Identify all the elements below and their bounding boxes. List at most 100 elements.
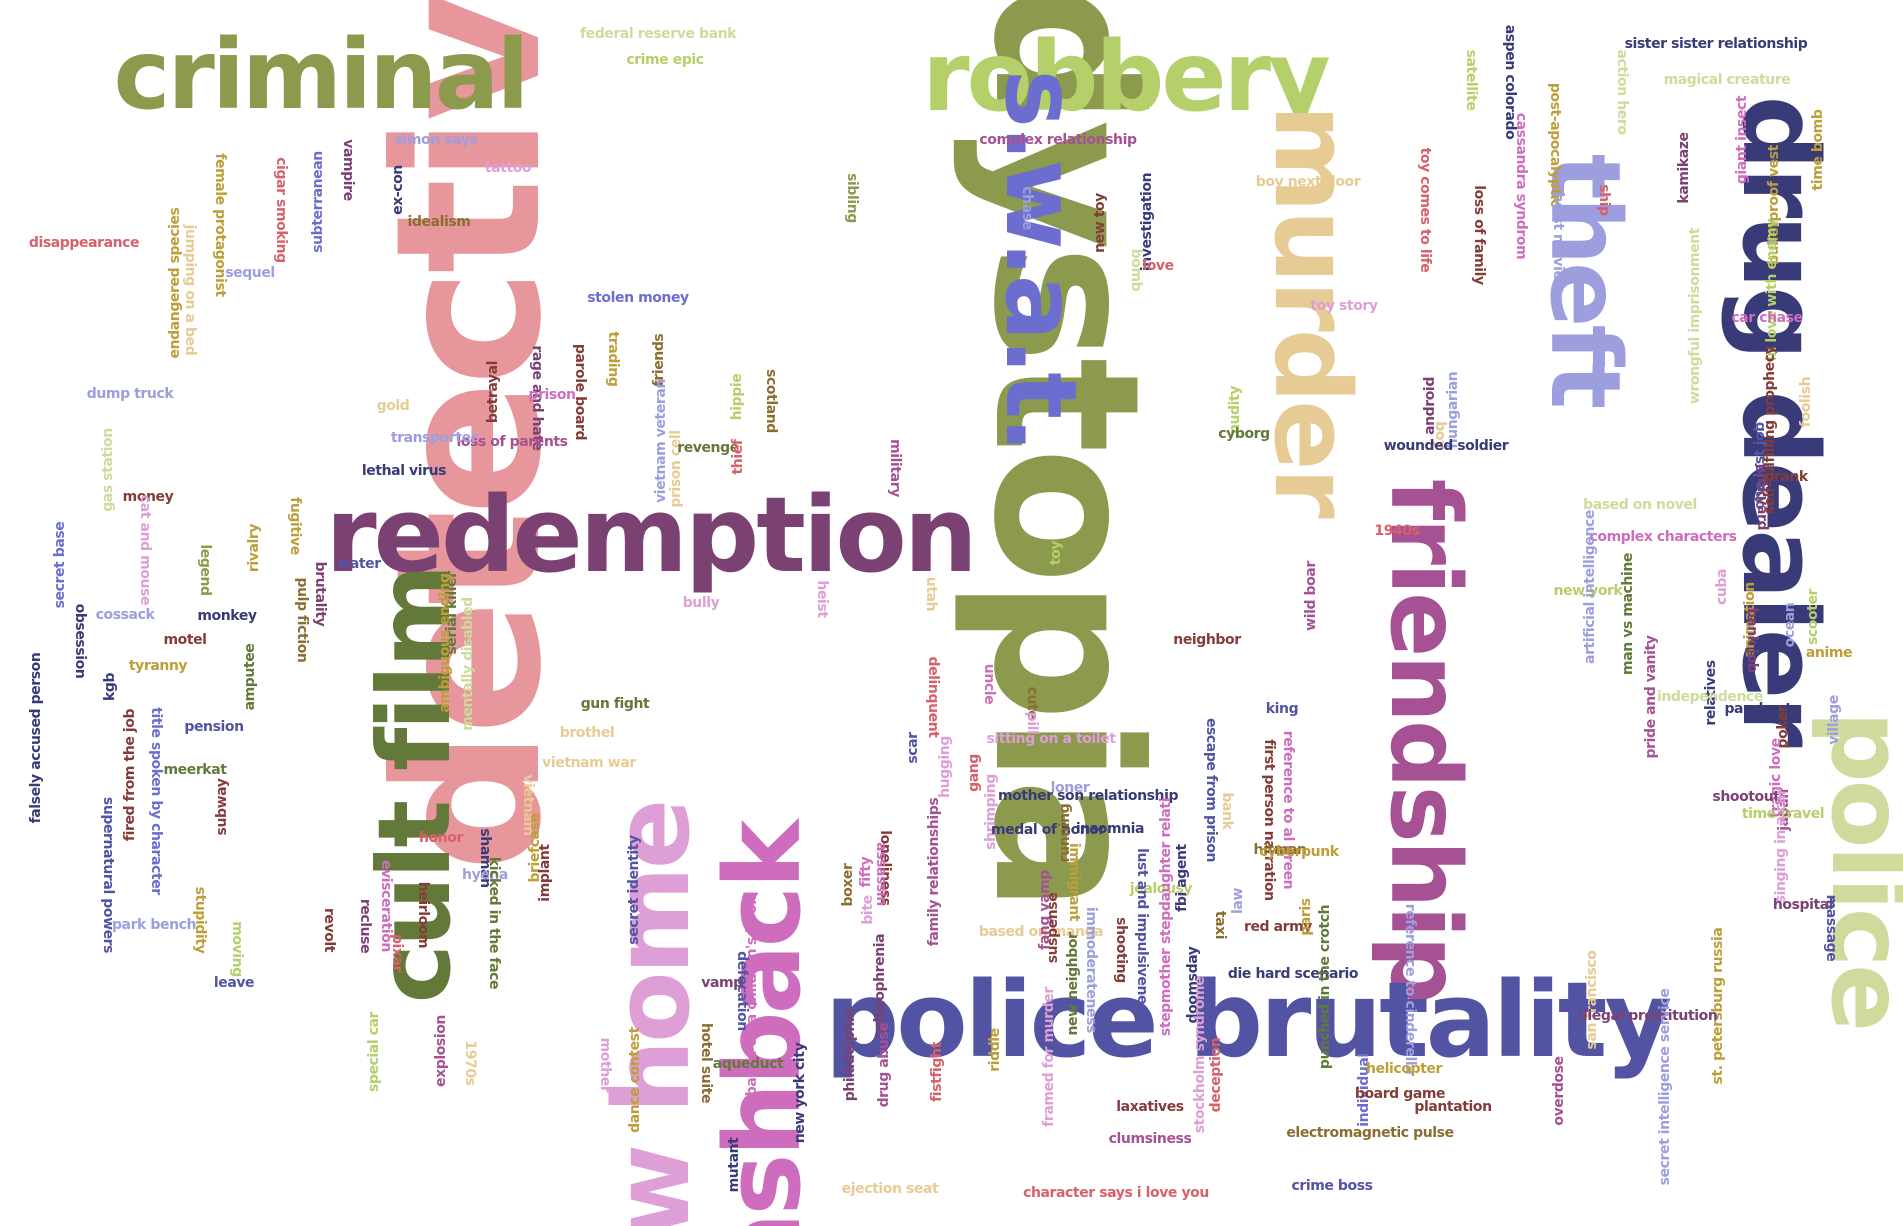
word-insomnia: insomnia	[1075, 821, 1145, 837]
word-federal-reserve-bank: federal reserve bank	[579, 26, 737, 42]
word-tattoo: tattoo	[484, 160, 532, 176]
word-boy-next-door: boy next door	[1255, 174, 1361, 190]
word-park-bench: park bench	[111, 917, 197, 933]
word-stupidity: stupidity	[192, 886, 208, 954]
word-hyena: hyena	[462, 867, 508, 883]
word-rivalry: rivalry	[246, 523, 262, 573]
word-brothel: brothel	[559, 725, 615, 741]
word-gas-station: gas station	[100, 428, 116, 512]
word-bank: bank	[1219, 792, 1235, 830]
word-fistfight: fistfight	[929, 1042, 945, 1102]
word-stockholm-syndrome: stockholm syndrome	[1192, 976, 1208, 1134]
word-heist: heist	[814, 580, 830, 618]
word-hugging: hugging	[937, 736, 953, 798]
word-amputee: amputee	[242, 643, 258, 711]
word-recluse: recluse	[357, 898, 373, 954]
word-1940s: 1940s	[1374, 523, 1420, 539]
word-magical-creature: magical creature	[1663, 72, 1791, 88]
word-mother: mother	[597, 1037, 613, 1093]
word-delinquent: delinquent	[925, 656, 941, 738]
word-ambiguous-ending: ambiguous ending	[437, 573, 453, 713]
word-dance-contest: dance contest	[627, 1027, 643, 1133]
word-giant-insect: giant insect	[1734, 95, 1750, 185]
word-subterranean: subterranean	[310, 151, 326, 253]
word-monkey: monkey	[197, 608, 257, 624]
word-helicopter: helicopter	[1366, 1061, 1442, 1077]
word-obsession: obsession	[72, 603, 88, 679]
word-tyranny: tyranny	[128, 658, 188, 674]
word-love: love	[1142, 258, 1174, 274]
word-transporter: transporter	[390, 430, 478, 446]
word-honor: honor	[419, 830, 463, 846]
word-boxer: boxer	[840, 863, 856, 907]
word-car-chase: car chase	[1731, 310, 1803, 326]
word-shrimping: shrimping	[983, 774, 999, 850]
word-san-francisco: san francisco	[1584, 950, 1600, 1050]
word-new-home: new home	[591, 801, 713, 1226]
word-clumsiness: clumsiness	[1108, 1131, 1192, 1147]
word-dump-truck: dump truck	[86, 386, 174, 402]
word-junkyard: junkyard	[1754, 463, 1770, 531]
word-wrongful-imprisonment: wrongful imprisonment	[1687, 227, 1703, 405]
word-in-love-with-enemy: in love with enemy	[1764, 219, 1780, 361]
word-pension: pension	[184, 719, 244, 735]
word-kamikaze: kamikaze	[1676, 132, 1692, 204]
word-wounded-soldier: wounded soldier	[1383, 438, 1509, 454]
word-fbi-agent: fbi agent	[1174, 844, 1190, 912]
word-uncle: uncle	[981, 663, 997, 705]
word-fired-from-the-job: fired from the job	[122, 708, 138, 842]
word-secret-intelligence-service: secret intelligence service	[1657, 988, 1673, 1186]
word-disappearance: disappearance	[28, 235, 140, 251]
word-punched-in-the-crotch: punched in the crotch	[1317, 904, 1333, 1070]
word-new-neighbor: new neighbor	[1065, 932, 1081, 1036]
word-medal-of-honor: medal of honor	[990, 822, 1106, 838]
word-gun-fight: gun fight	[580, 696, 650, 712]
word-new-york: new york	[1553, 583, 1623, 599]
word-mutant: mutant	[726, 1137, 742, 1193]
word-explosion: explosion	[433, 1015, 449, 1087]
word-time-bomb: time bomb	[1810, 109, 1826, 191]
word-taxi: taxi	[1212, 910, 1228, 940]
word-based-on-manga: based on manga	[978, 924, 1104, 940]
word-hippie: hippie	[729, 373, 745, 421]
word-assassin: assassin	[873, 842, 889, 906]
word-new-york-city: new york city	[792, 1042, 808, 1144]
word-satellite: satellite	[1463, 49, 1479, 111]
word-loss-of-family: loss of family	[1471, 185, 1487, 285]
word-secret-base: secret base	[52, 521, 68, 609]
word-post-apocalyptic: post-apocalyptic	[1547, 82, 1563, 208]
word-hotel-suite: hotel suite	[698, 1022, 714, 1104]
word-implant: implant	[537, 844, 553, 902]
word-singing-in-a-car: singing in a car	[1773, 788, 1789, 904]
word-cyborg: cyborg	[1218, 426, 1270, 442]
word-military: military	[887, 439, 903, 497]
word-cuba: cuba	[1714, 568, 1730, 606]
word-ship: ship	[1596, 184, 1612, 216]
word-scar: scar	[905, 732, 921, 764]
word-falsely-accused-person: falsely accused person	[28, 652, 44, 824]
word-redemption: redemption	[325, 474, 977, 596]
word-hitman: hitman	[1253, 842, 1307, 858]
word-subway: subway	[214, 778, 230, 836]
word-pride-and-vanity: pride and vanity	[1643, 635, 1659, 759]
word-stepmother-stepdaughter-relati: stepmother stepdaughter relati	[1158, 797, 1174, 1037]
word-parakeet: parakeet	[1724, 701, 1792, 717]
word-red-army: red army	[1243, 919, 1313, 935]
word-independence: independence	[1656, 689, 1764, 705]
word-overdose: overdose	[1551, 1056, 1567, 1126]
word-massage: massage	[1823, 894, 1839, 962]
word-neighbor: neighbor	[1173, 632, 1241, 648]
word-secret-identity: secret identity	[626, 835, 642, 945]
word-robbery: robbery	[922, 21, 1330, 133]
word-ejection-seat: ejection seat	[841, 1181, 939, 1197]
word-complex-characters: complex characters	[1589, 529, 1737, 545]
word-trading: trading	[605, 331, 621, 387]
word-board-game: board game	[1354, 1086, 1446, 1102]
word-vampire: vampire	[340, 139, 356, 201]
word-st-petersburg-russia: st. petersburg russia	[1710, 927, 1726, 1085]
word-cyberpunk: cyberpunk	[1259, 844, 1339, 860]
word-family-relationships: family relationships	[926, 797, 942, 947]
word-plantation: plantation	[1414, 1099, 1492, 1115]
word-first-person-narration: first person narration	[1261, 739, 1277, 901]
word-cigar-smoking: cigar smoking	[273, 157, 289, 263]
